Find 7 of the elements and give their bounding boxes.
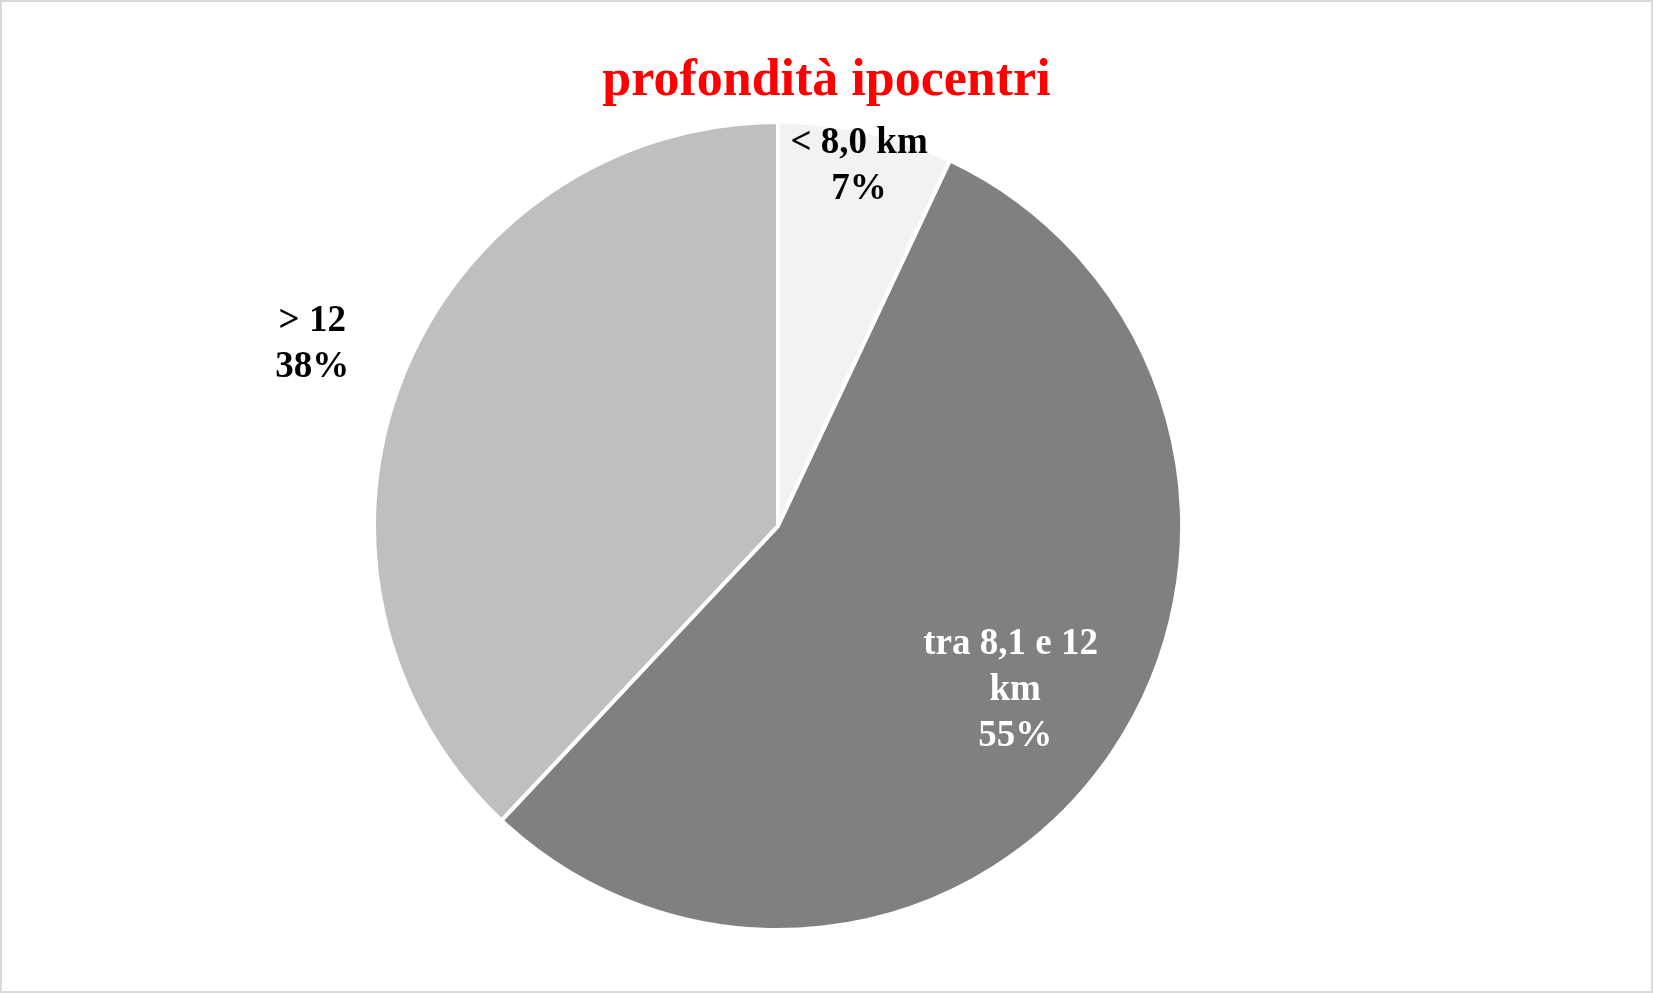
slice-label: < 8,0 km (790, 119, 928, 161)
chart-title: profondità ipocentri (602, 48, 1051, 106)
data-label: 7% (831, 165, 887, 207)
slice-label: tra 8,1 e 12 km (923, 620, 1108, 708)
slice-label: > 12 (278, 298, 346, 340)
data-label: 55% (978, 712, 1053, 754)
data-label: 38% (275, 344, 350, 386)
